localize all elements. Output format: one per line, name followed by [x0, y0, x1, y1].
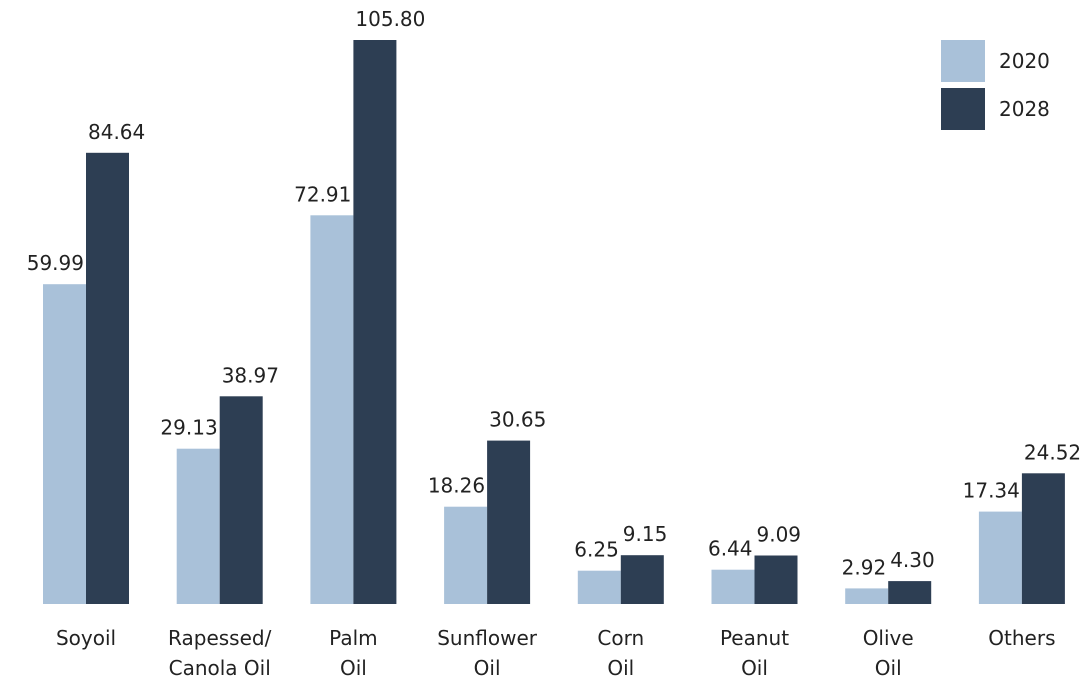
bar-olive-oil-2028 — [888, 581, 932, 604]
data-label-soyoil-2020: 59.99 — [27, 251, 84, 275]
category-label-corn-oil-line-2: Oil — [607, 656, 634, 680]
data-label-others-2020: 17.34 — [963, 479, 1020, 503]
category-label-rapessed-canola-oil-line-2: Canola Oil — [169, 656, 271, 680]
category-label-peanut-oil-line-1: Peanut — [720, 626, 789, 650]
legend-swatch-2020 — [941, 40, 985, 82]
category-label-olive-oil-line-2: Oil — [875, 656, 902, 680]
bar-sunflower-oil-2020 — [444, 506, 488, 604]
bar-rapessed-canola-oil-2028 — [219, 396, 263, 604]
bar-corn-oil-2028 — [620, 555, 664, 604]
category-label-others: Others — [988, 626, 1055, 650]
bar-olive-oil-2020 — [845, 588, 889, 604]
data-label-rapessed-canola-oil-2028: 38.97 — [222, 363, 279, 387]
bar-peanut-oil-2020 — [711, 569, 755, 604]
category-label-rapessed-canola-oil-line-1: Rapessed/ — [168, 626, 272, 650]
bars-group — [43, 40, 1065, 605]
bar-palm-oil-2028 — [353, 40, 397, 604]
bar-sunflower-oil-2028 — [487, 440, 531, 604]
category-label-palm-oil-line-1: Palm — [329, 626, 377, 650]
legend: 2020 2028 — [941, 40, 1050, 130]
data-label-peanut-oil-2028: 9.09 — [757, 523, 802, 547]
category-label-palm-oil-line-2: Oil — [340, 656, 367, 680]
category-label-sunflower-oil-line-2: Oil — [474, 656, 501, 680]
legend-swatch-2028 — [941, 88, 985, 130]
data-label-corn-oil-2028: 9.15 — [623, 522, 668, 546]
legend-label-2020: 2020 — [999, 49, 1050, 73]
data-label-olive-oil-2020: 2.92 — [842, 555, 887, 579]
legend-label-2028: 2028 — [999, 97, 1050, 121]
category-label-peanut-oil-line-2: Oil — [741, 656, 768, 680]
bar-palm-oil-2020 — [310, 215, 354, 605]
bar-rapessed-canola-oil-2020 — [176, 448, 220, 604]
bar-soyoil-2020 — [43, 284, 86, 604]
data-label-palm-oil-2028: 105.80 — [355, 7, 425, 31]
bar-others-2028 — [1021, 473, 1065, 604]
data-label-sunflower-oil-2028: 30.65 — [489, 408, 546, 432]
data-label-sunflower-oil-2020: 18.26 — [428, 474, 485, 498]
bar-others-2020 — [978, 511, 1022, 604]
category-label-olive-oil-line-1: Olive — [863, 626, 914, 650]
category-label-sunflower-oil-line-1: Sunflower — [437, 626, 538, 650]
data-label-palm-oil-2020: 72.91 — [294, 182, 351, 206]
bar-peanut-oil-2028 — [754, 555, 798, 604]
data-label-corn-oil-2020: 6.25 — [574, 538, 619, 562]
data-label-peanut-oil-2020: 6.44 — [708, 537, 753, 561]
data-label-rapessed-canola-oil-2020: 29.13 — [160, 416, 217, 440]
bar-corn-oil-2020 — [577, 570, 621, 604]
category-labels-group: Soyoil Rapessed/Canola Oil Palm Oil Sunflowe… — [56, 626, 1056, 680]
data-label-others-2028: 24.52 — [1024, 440, 1081, 464]
value-labels-group: 59.99 84.64 29.13 38.97 72.91 105.80 18.26 30.6… — [27, 7, 1081, 579]
bar-soyoil-2028 — [86, 152, 129, 605]
data-label-soyoil-2028: 84.64 — [88, 120, 145, 144]
category-label-corn-oil-line-1: Corn — [597, 626, 644, 650]
data-label-olive-oil-2028: 4.30 — [890, 548, 935, 572]
category-label-soyoil: Soyoil — [56, 626, 116, 650]
